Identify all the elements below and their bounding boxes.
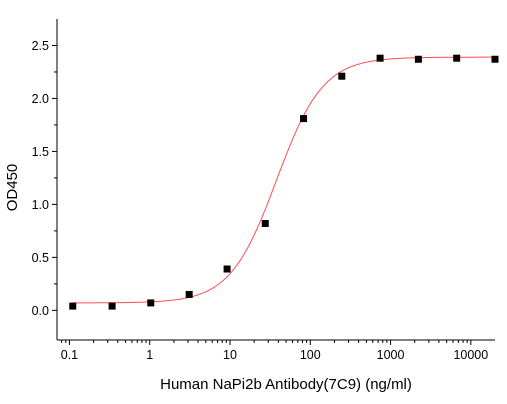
y-axis-title: OD450 — [4, 164, 21, 212]
data-point — [223, 265, 231, 273]
y-tick-label: 1.0 — [32, 198, 49, 212]
x-axis-title: Human NaPi2b Antibody(7C9) (ng/ml) — [160, 376, 412, 393]
data-point — [69, 302, 77, 310]
data-point — [300, 115, 308, 123]
data-point — [491, 55, 499, 63]
x-tick-label: 10 — [223, 348, 237, 362]
plot-area — [56, 19, 495, 341]
data-point — [414, 55, 422, 63]
data-point — [185, 290, 193, 298]
data-point — [108, 302, 116, 310]
y-tick-label: 0.0 — [32, 304, 49, 318]
data-point — [376, 54, 384, 62]
y-tick-label: 1.5 — [32, 145, 49, 159]
x-axis: 0.1 1 10 100 1000 10000 — [61, 340, 488, 362]
fit-curve-layer — [72, 56, 495, 304]
x-tick-label: 0.1 — [61, 348, 78, 362]
y-axis: 0.0 0.5 1.0 1.5 2.0 2.5 — [32, 39, 57, 318]
x-tick-label: 1 — [146, 348, 153, 362]
x-tick-label: 100 — [300, 348, 321, 362]
fit-curve-line — [72, 56, 495, 304]
data-point — [147, 299, 155, 307]
y-tick-label: 2.5 — [32, 39, 49, 53]
y-tick-label: 2.0 — [32, 92, 49, 106]
data-points-layer — [69, 54, 499, 310]
data-point — [453, 54, 461, 62]
data-point — [261, 219, 269, 227]
data-point — [338, 72, 346, 80]
x-tick-label: 10000 — [453, 348, 488, 362]
x-tick-label: 1000 — [377, 348, 405, 362]
y-tick-label: 0.5 — [32, 251, 49, 265]
